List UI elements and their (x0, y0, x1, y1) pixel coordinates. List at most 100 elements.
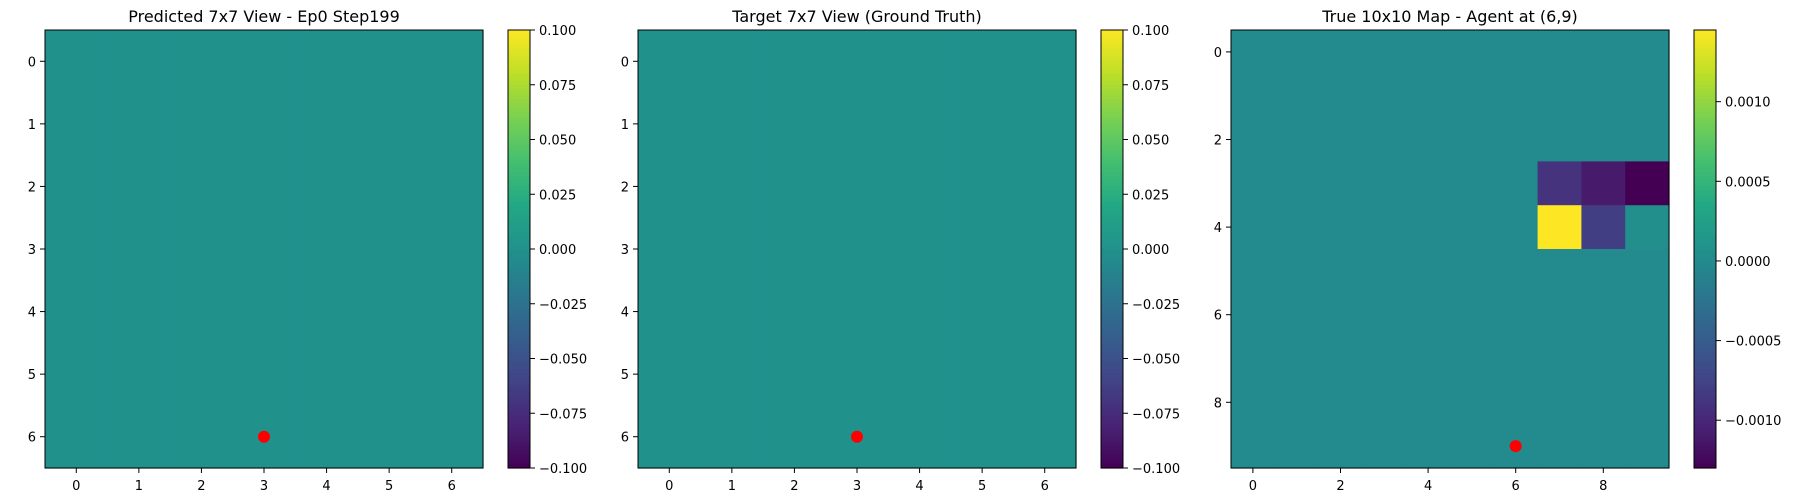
heatmap-cell (1625, 424, 1670, 469)
y-tick-label: 4 (1214, 221, 1222, 236)
colorbar-segment (1694, 332, 1716, 338)
colorbar-segment (1101, 238, 1123, 243)
colorbar-segment (1101, 81, 1123, 86)
colorbar-segment (1101, 117, 1123, 122)
colorbar-segment (1101, 197, 1123, 203)
colorbar-segment (1694, 409, 1716, 414)
colorbar-segment (1101, 135, 1123, 141)
heatmap-cell (700, 405, 764, 469)
colorbar-segment (1101, 329, 1123, 334)
colorbar-segment (1101, 143, 1123, 148)
colorbar-segment (508, 336, 530, 341)
colorbar-segment (508, 154, 530, 159)
colorbar-segment (1101, 300, 1123, 305)
colorbar-segment (1101, 380, 1123, 385)
colorbar-segment (1694, 128, 1716, 133)
heatmap-cell (1581, 161, 1626, 206)
colorbar-segment (1694, 110, 1716, 115)
heatmap-cell (638, 92, 702, 156)
x-tick-label: 3 (853, 479, 861, 494)
colorbar-segment (508, 157, 530, 162)
heatmap-cell (825, 155, 889, 219)
colorbar-segment (1101, 270, 1123, 276)
colorbar-segment (1101, 384, 1123, 389)
heatmap-cell (1231, 424, 1276, 469)
colorbar-segment (1694, 416, 1716, 422)
colorbar-segment (1694, 205, 1716, 210)
colorbar-segment (508, 216, 530, 221)
heatmap-cell (420, 30, 484, 94)
heatmap-cell (1625, 117, 1670, 162)
colorbar-segment (508, 106, 530, 111)
colorbar-segment (1694, 51, 1716, 57)
colorbar-segment (1101, 150, 1123, 155)
y-tick-label: 5 (28, 368, 36, 383)
colorbar-segment (1694, 106, 1716, 111)
colorbar-segment (508, 457, 530, 462)
colorbar-segment (508, 110, 530, 115)
colorbar-segment (508, 449, 530, 454)
colorbar-segment (508, 325, 530, 330)
colorbar-segment (508, 281, 530, 287)
colorbar-segment (1101, 245, 1123, 250)
colorbar-segment (1694, 325, 1716, 330)
colorbar-segment (508, 33, 530, 38)
colorbar-segment (508, 438, 530, 444)
colorbar-segment (1694, 252, 1716, 257)
heatmap-cell (1450, 380, 1495, 425)
colorbar-segment (1101, 438, 1123, 444)
heatmap-cell (1493, 117, 1539, 162)
agent-marker (1509, 440, 1522, 453)
heatmap-cell (700, 92, 764, 156)
colorbar-tick-label: −0.100 (539, 462, 587, 477)
colorbar-segment (1101, 62, 1123, 68)
heatmap-cell (107, 92, 171, 156)
colorbar-segment (1101, 464, 1123, 469)
colorbar-segment (508, 128, 530, 133)
x-tick-label: 4 (322, 479, 330, 494)
colorbar-segment (1694, 33, 1716, 38)
heatmap-cell (1450, 205, 1495, 250)
colorbar-segment (1101, 373, 1123, 378)
colorbar-tick-label: 0.0010 (1725, 96, 1771, 111)
colorbar-segment (1694, 274, 1716, 279)
colorbar-segment (1694, 384, 1716, 389)
heatmap-cell (1274, 161, 1320, 206)
heatmap-cell (700, 217, 764, 281)
colorbar-segment (1101, 395, 1123, 400)
colorbar-segment (1694, 124, 1716, 130)
colorbar-segment (508, 92, 530, 97)
colorbar-segment (1101, 103, 1123, 108)
colorbar-segment (508, 405, 530, 411)
colorbar-segment (1694, 358, 1716, 363)
heatmap-cell (638, 30, 702, 94)
heatmap-cell (1231, 117, 1276, 162)
heatmap-cell (107, 217, 171, 281)
heatmap-cell (1274, 117, 1320, 162)
colorbar-segment (1694, 44, 1716, 49)
colorbar-segment (1101, 128, 1123, 133)
colorbar-segment (1694, 223, 1716, 228)
colorbar-segment (1101, 325, 1123, 330)
heatmap-cell (950, 155, 1015, 219)
heatmap-cell (1537, 336, 1582, 381)
heatmap-cell (1318, 249, 1363, 294)
colorbar-segment (1101, 446, 1123, 451)
colorbar-segment (1694, 431, 1716, 436)
y-tick-label: 5 (621, 368, 629, 383)
colorbar-segment (1694, 307, 1716, 312)
heatmap-cell (1362, 336, 1407, 381)
heatmap-cell (700, 30, 764, 94)
x-tick-label: 5 (385, 479, 393, 494)
colorbar-segment (1101, 402, 1123, 407)
colorbar-segment (1101, 362, 1123, 367)
colorbar-segment (1101, 347, 1123, 352)
colorbar-segment (508, 343, 530, 349)
colorbar-segment (1694, 420, 1716, 425)
colorbar-segment (508, 150, 530, 155)
heatmap-cell (638, 342, 702, 407)
colorbar-segment (1694, 314, 1716, 319)
heatmap-cell (107, 30, 171, 94)
heatmap-cell (1625, 161, 1670, 206)
colorbar-segment (508, 99, 530, 104)
